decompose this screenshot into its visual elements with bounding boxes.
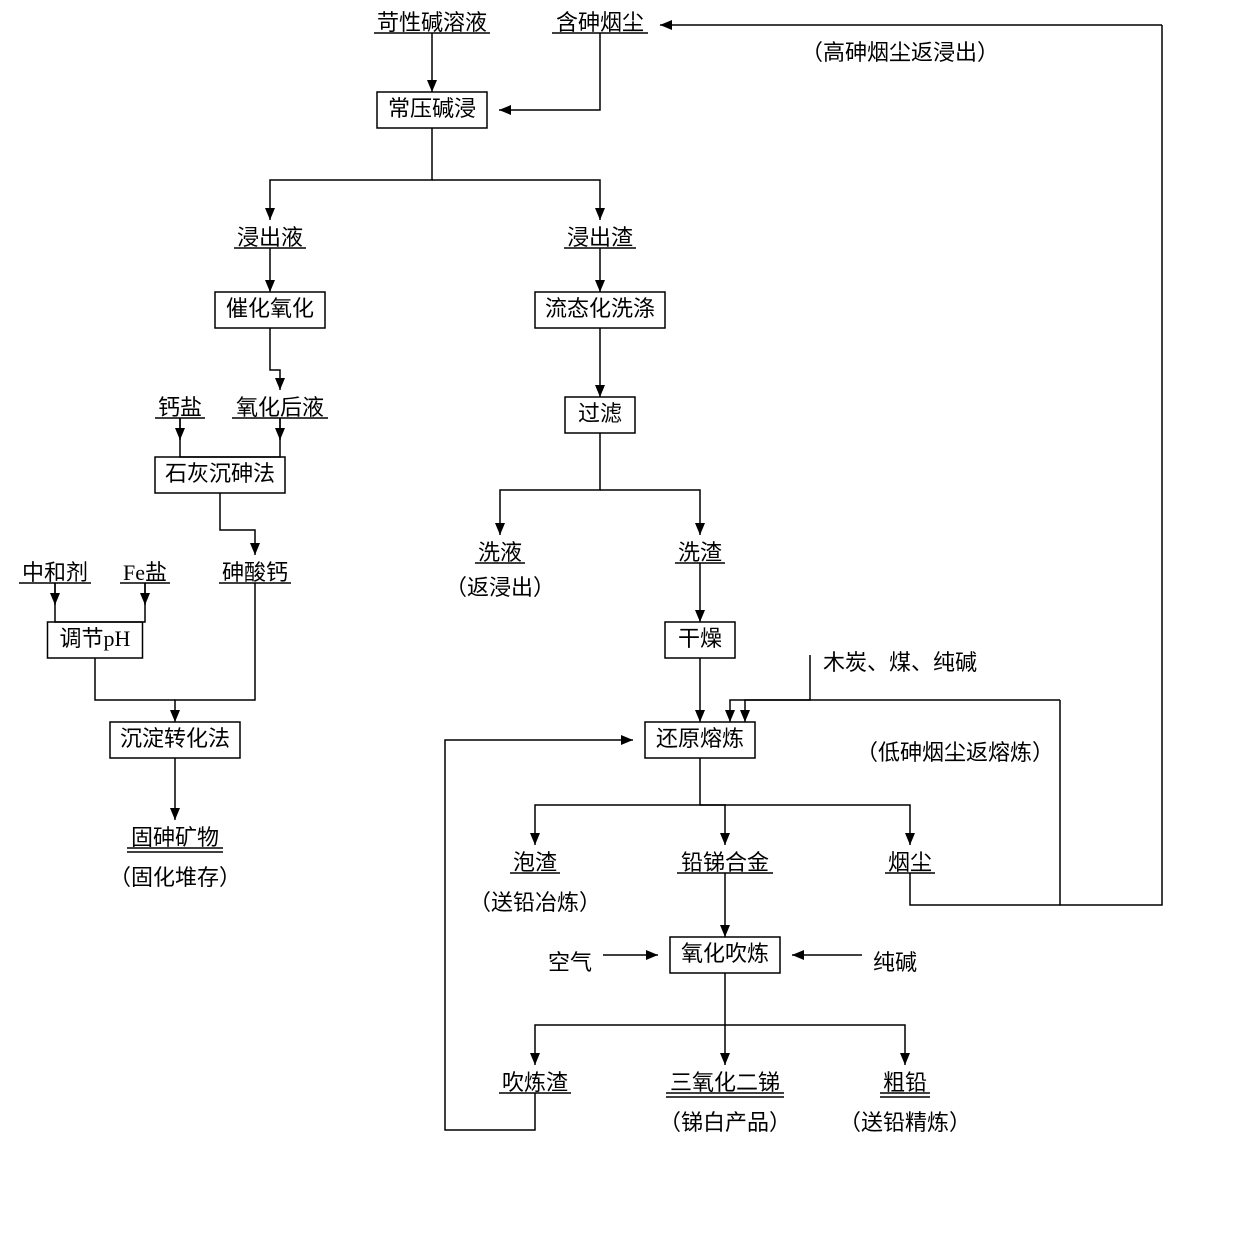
crude_pb: 粗铅 <box>880 1070 930 1097</box>
precip: 沉淀转化法 <box>110 722 240 758</box>
svg-text:干燥: 干燥 <box>678 626 722 651</box>
svg-text:浸出液: 浸出液 <box>237 225 303 250</box>
svg-text:纯碱: 纯碱 <box>873 950 917 975</box>
svg-text:木炭、煤、纯碱: 木炭、煤、纯碱 <box>823 650 977 675</box>
fix_as_n: （固化堆存） <box>109 865 241 890</box>
svg-text:（固化堆存）: （固化堆存） <box>109 865 241 890</box>
svg-text:（高砷烟尘返浸出）: （高砷烟尘返浸出） <box>801 40 999 65</box>
svg-text:空气: 空气 <box>548 950 592 975</box>
in_dust: 含砷烟尘 <box>552 10 648 35</box>
svg-text:（返浸出）: （返浸出） <box>445 575 555 600</box>
svg-text:流态化洗涤: 流态化洗涤 <box>545 296 655 321</box>
svg-text:钙盐: 钙盐 <box>158 395 202 420</box>
neutral: 中和剂 <box>19 560 91 585</box>
svg-text:催化氧化: 催化氧化 <box>226 296 314 321</box>
ca_arsen: 砷酸钙 <box>219 560 291 585</box>
adj_ph: 调节pH <box>48 622 143 658</box>
svg-text:洗液: 洗液 <box>478 540 522 565</box>
dry: 干燥 <box>665 622 735 658</box>
svg-text:过滤: 过滤 <box>578 401 622 426</box>
air: 空气 <box>548 950 592 975</box>
oxid_blow: 氧化吹炼 <box>670 937 780 973</box>
charcoal: 木炭、煤、纯碱 <box>823 650 977 675</box>
sb2o3: 三氧化二锑 <box>666 1070 784 1097</box>
svg-text:（锑白产品）: （锑白产品） <box>659 1110 791 1135</box>
wash_liq: 洗液 <box>475 540 525 565</box>
svg-text:Fe盐: Fe盐 <box>123 560 167 585</box>
svg-text:泡渣: 泡渣 <box>513 850 557 875</box>
svg-text:石灰沉砷法: 石灰沉砷法 <box>165 461 275 486</box>
crude_pb_n: （送铅精炼） <box>839 1110 971 1135</box>
ca_salt: 钙盐 <box>155 395 205 420</box>
svg-text:浸出渣: 浸出渣 <box>567 225 633 250</box>
note_highAs: （高砷烟尘返浸出） <box>801 40 999 65</box>
svg-text:砷酸钙: 砷酸钙 <box>222 560 288 585</box>
svg-text:（低砷烟尘返熔炼）: （低砷烟尘返熔炼） <box>856 740 1054 765</box>
residue: 浸出渣 <box>564 225 636 250</box>
svg-text:氧化后液: 氧化后液 <box>236 395 324 420</box>
fe_salt: Fe盐 <box>120 560 170 585</box>
in_alkali: 苛性碱溶液 <box>374 10 490 35</box>
note_lowAs: （低砷烟尘返熔炼） <box>856 740 1054 765</box>
slag_n: （送铅冶炼） <box>469 890 601 915</box>
smoke: 烟尘 <box>885 850 935 875</box>
svg-text:沉淀转化法: 沉淀转化法 <box>120 726 230 751</box>
fix_as: 固砷矿物 <box>127 825 223 852</box>
svg-text:铅锑合金: 铅锑合金 <box>681 850 769 875</box>
filter: 过滤 <box>565 397 635 433</box>
svg-text:三氧化二锑: 三氧化二锑 <box>670 1070 780 1095</box>
svg-text:含砷烟尘: 含砷烟尘 <box>556 10 644 35</box>
svg-text:（送铅冶炼）: （送铅冶炼） <box>469 890 601 915</box>
wash_res: 洗渣 <box>675 540 725 565</box>
svg-text:调节pH: 调节pH <box>60 626 131 651</box>
svg-text:吹炼渣: 吹炼渣 <box>502 1070 568 1095</box>
svg-text:粗铅: 粗铅 <box>883 1070 927 1095</box>
svg-text:中和剂: 中和剂 <box>22 560 88 585</box>
svg-text:固砷矿物: 固砷矿物 <box>131 825 219 850</box>
reduce: 还原熔炼 <box>645 722 755 758</box>
svg-text:还原熔炼: 还原熔炼 <box>656 726 744 751</box>
svg-text:（送铅精炼）: （送铅精炼） <box>839 1110 971 1135</box>
fluid_wash: 流态化洗涤 <box>535 292 665 328</box>
leach: 常压碱浸 <box>377 92 487 128</box>
cat_oxid: 催化氧化 <box>215 292 325 328</box>
oxid_liq: 氧化后液 <box>232 395 328 420</box>
blow_slag: 吹炼渣 <box>499 1070 571 1095</box>
slag: 泡渣 <box>510 850 560 875</box>
svg-text:氧化吹炼: 氧化吹炼 <box>681 941 769 966</box>
lime: 石灰沉砷法 <box>155 457 285 493</box>
svg-text:烟尘: 烟尘 <box>888 850 932 875</box>
svg-text:洗渣: 洗渣 <box>678 540 722 565</box>
sb2o3_n: （锑白产品） <box>659 1110 791 1135</box>
liq: 浸出液 <box>234 225 306 250</box>
pbsb: 铅锑合金 <box>677 850 773 875</box>
svg-text:常压碱浸: 常压碱浸 <box>388 96 476 121</box>
svg-text:苛性碱溶液: 苛性碱溶液 <box>377 10 487 35</box>
soda2: 纯碱 <box>873 950 917 975</box>
wash_liq_n: （返浸出） <box>445 575 555 600</box>
